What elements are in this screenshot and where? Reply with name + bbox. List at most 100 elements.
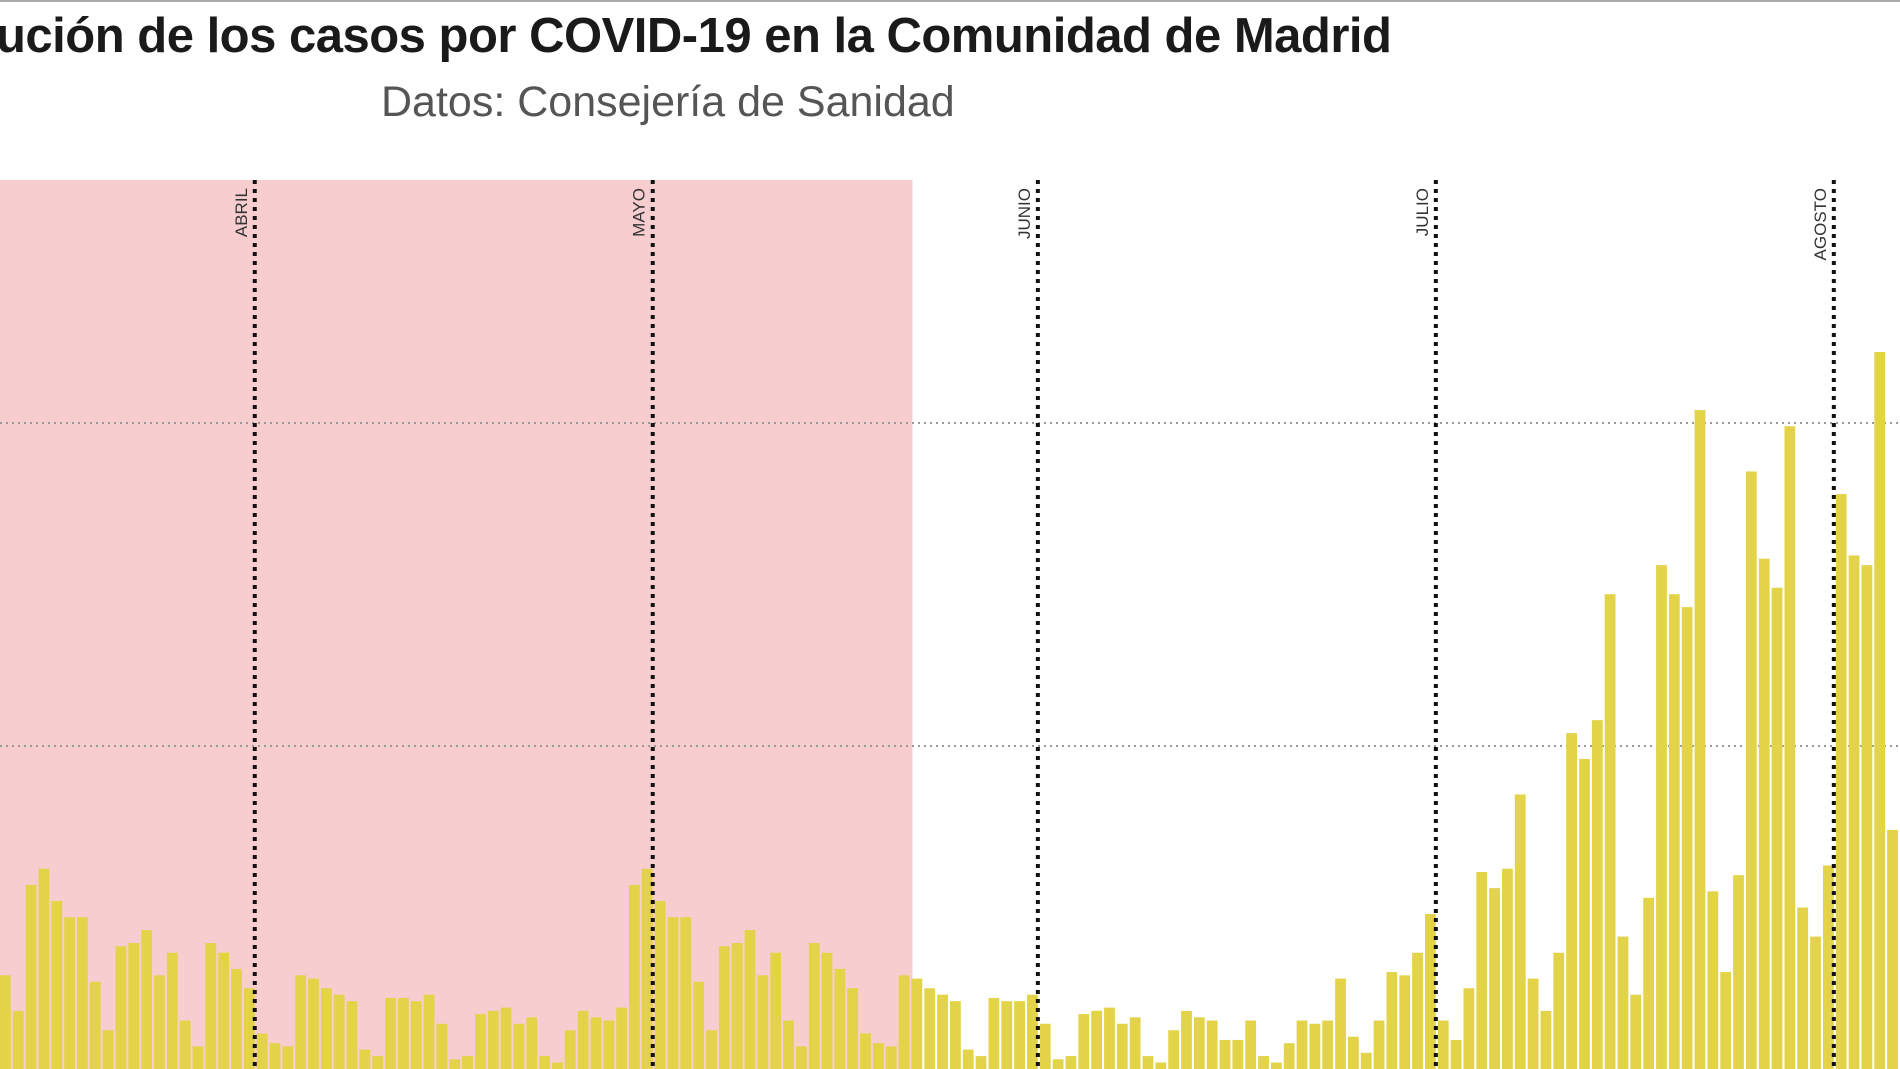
- bar: [1386, 972, 1398, 1069]
- bar: [269, 1043, 281, 1069]
- bar: [616, 1007, 627, 1069]
- bar: [1065, 1056, 1077, 1069]
- bar: [410, 1001, 422, 1069]
- bar: [1206, 1020, 1218, 1069]
- bar: [205, 943, 217, 1069]
- bar: [1463, 988, 1475, 1069]
- month-label: AGOSTO: [1811, 188, 1830, 260]
- bar: [564, 1030, 576, 1069]
- bar: [1104, 1007, 1115, 1069]
- bar: [513, 1023, 525, 1069]
- bar: [1309, 1023, 1321, 1069]
- bar: [1681, 607, 1693, 1069]
- bar: [1694, 410, 1706, 1069]
- bar: [475, 1014, 486, 1069]
- bar: [808, 943, 820, 1069]
- bar: [641, 868, 653, 1069]
- bar: [872, 1043, 884, 1069]
- bar: [1219, 1039, 1231, 1069]
- bar: [1579, 758, 1590, 1069]
- bar: [988, 997, 1000, 1069]
- bar: [25, 884, 37, 1069]
- bar: [51, 901, 63, 1069]
- bar: [1887, 829, 1898, 1069]
- bar: [89, 981, 101, 1069]
- bar: [1347, 1036, 1359, 1069]
- bar: [526, 1017, 538, 1069]
- bar: [1283, 1043, 1295, 1069]
- bar: [1758, 558, 1770, 1069]
- bar: [1039, 1023, 1051, 1069]
- bar: [1437, 1020, 1449, 1069]
- bar: [718, 946, 730, 1069]
- bar: [128, 943, 140, 1069]
- bar: [308, 978, 319, 1069]
- month-label: MAYO: [630, 188, 649, 237]
- bar: [333, 994, 345, 1069]
- bar: [218, 952, 230, 1069]
- bar: [1771, 587, 1783, 1069]
- bar: [1155, 1062, 1167, 1069]
- bar: [1810, 936, 1821, 1069]
- bar: [1322, 1020, 1334, 1069]
- bar: [1591, 720, 1603, 1069]
- bar: [1656, 565, 1667, 1069]
- bar: [1270, 1062, 1282, 1069]
- bar: [821, 952, 833, 1069]
- bar: [282, 1046, 294, 1069]
- bar: [1476, 871, 1488, 1069]
- bar: [937, 994, 948, 1069]
- bar: [1527, 978, 1539, 1069]
- bar: [1014, 1001, 1025, 1069]
- bar: [1296, 1020, 1308, 1069]
- bar: [141, 930, 152, 1069]
- bar: [590, 1017, 602, 1069]
- bar: [1797, 907, 1809, 1069]
- bar: [1091, 1010, 1102, 1069]
- bar: [1258, 1056, 1269, 1069]
- bar: [1078, 1014, 1090, 1069]
- month-label: JUNIO: [1015, 188, 1034, 239]
- chart-title: ución de los casos por COVID-19 en la Co…: [0, 9, 1392, 63]
- bar: [911, 978, 923, 1069]
- bar: [1630, 994, 1642, 1069]
- bar: [1553, 952, 1565, 1069]
- bar: [1001, 1001, 1013, 1069]
- bar: [1784, 426, 1796, 1069]
- bar: [770, 952, 782, 1069]
- bar: [115, 946, 127, 1069]
- bar: [1745, 471, 1757, 1069]
- bar: [487, 1010, 499, 1069]
- bar: [1489, 888, 1500, 1069]
- bar: [834, 968, 846, 1069]
- bar: [1566, 733, 1577, 1069]
- bar: [154, 975, 165, 1069]
- bar: [1514, 794, 1526, 1069]
- bar: [372, 1056, 384, 1069]
- bar: [500, 1007, 512, 1069]
- bar: [1848, 555, 1860, 1069]
- bar: [1399, 975, 1411, 1069]
- bar: [1245, 1020, 1257, 1069]
- bar: [1668, 594, 1680, 1069]
- bar: [1142, 1056, 1154, 1069]
- bar: [1052, 1059, 1064, 1069]
- bar: [166, 952, 178, 1069]
- bar: [38, 868, 50, 1069]
- bar: [0, 975, 11, 1069]
- bar: [552, 1062, 563, 1069]
- bar: [295, 975, 307, 1069]
- month-label: ABRIL: [232, 188, 251, 237]
- bar: [1643, 897, 1655, 1069]
- bar: [1425, 913, 1436, 1069]
- bar: [64, 917, 75, 1069]
- bar: [975, 1056, 987, 1069]
- bar: [385, 997, 396, 1069]
- shaded-period: [0, 180, 913, 1069]
- bar: [1502, 868, 1513, 1069]
- bar: [346, 1001, 358, 1069]
- bar: [885, 1046, 897, 1069]
- bar: [1617, 936, 1629, 1069]
- bar: [1604, 594, 1616, 1069]
